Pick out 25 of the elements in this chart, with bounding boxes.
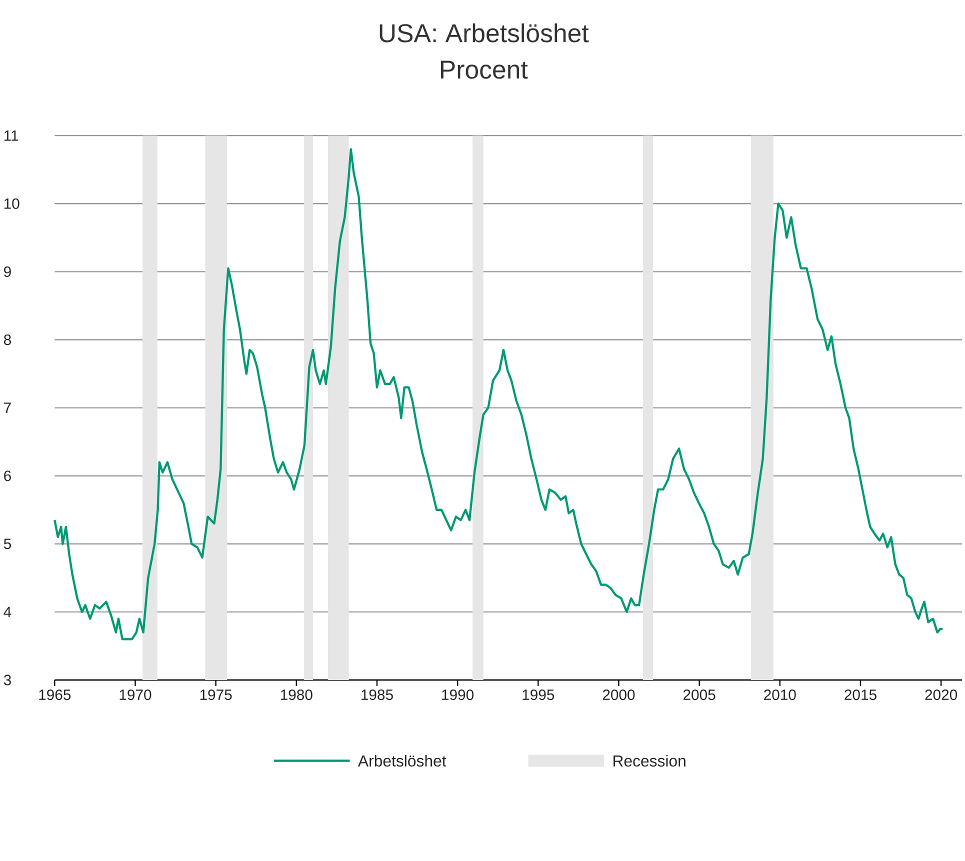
y-tick-label: 11 <box>4 130 18 140</box>
y-tick-label: 8 <box>4 334 11 345</box>
legend-label: Recession <box>614 754 686 766</box>
x-tick-label: 1980 <box>280 689 312 700</box>
y-tick-label: 5 <box>4 538 11 549</box>
y-tick-label: 9 <box>4 266 11 277</box>
chart-subtitle: Procent <box>441 60 528 79</box>
x-tick-label: 2015 <box>844 689 876 700</box>
legend-label: Arbetslöshet <box>358 754 446 766</box>
x-tick-label: 1970 <box>120 689 152 700</box>
x-tick-label: 1995 <box>522 689 554 700</box>
y-tick-label: 4 <box>4 606 12 617</box>
y-tick-label: 3 <box>4 674 11 686</box>
chart-title: USA: Arbetslöshet <box>380 23 589 42</box>
y-tick-label: 7 <box>4 402 11 413</box>
x-tick-label: 1965 <box>39 689 71 700</box>
x-tick-label: 1985 <box>362 689 393 700</box>
x-tick-label: 2010 <box>764 689 796 700</box>
y-tick-label: 10 <box>4 198 20 209</box>
x-tick-label: 2020 <box>925 689 958 700</box>
x-tick-label: 2000 <box>602 689 635 700</box>
x-tick-label: 1990 <box>442 689 474 700</box>
x-tick-label: 1975 <box>200 689 232 700</box>
y-tick-label: 6 <box>4 470 11 481</box>
x-tick-label: 2005 <box>683 689 716 700</box>
